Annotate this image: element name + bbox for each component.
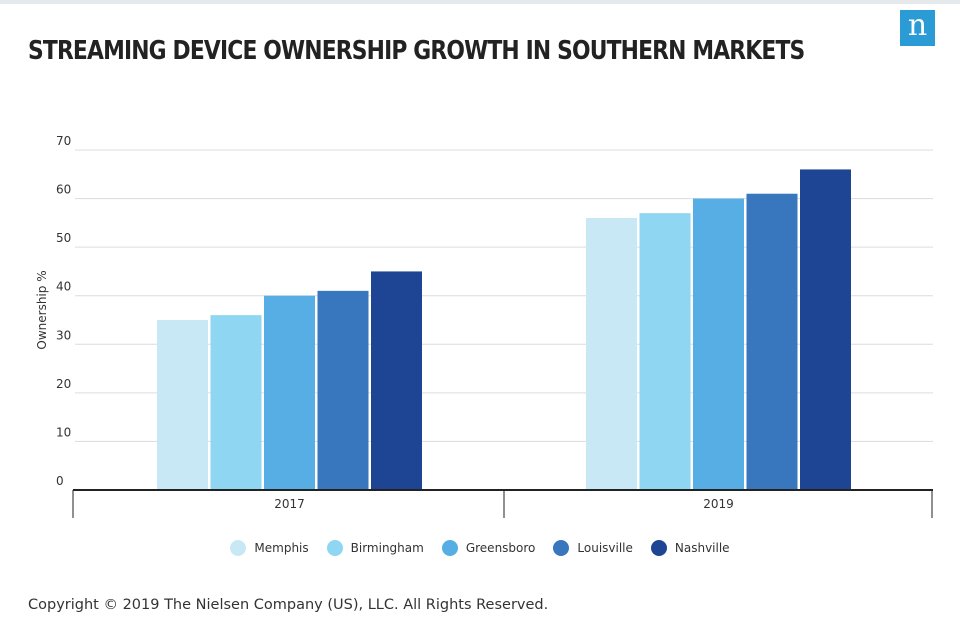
bar-chart: 0 10 20 30 40 50 60 70 2017 2019 Ownership %	[35, 134, 933, 518]
bar	[693, 198, 744, 491]
bar	[639, 213, 691, 490]
bar	[800, 169, 851, 490]
chart-title: STREAMING DEVICE OWNERSHIP GROWTH IN SOU…	[28, 36, 805, 66]
top-border	[0, 0, 960, 4]
bar	[586, 218, 637, 490]
legend-label: Nashville	[674, 541, 730, 555]
legend-label: Greensboro	[465, 541, 536, 555]
legend-label: Birmingham	[350, 541, 424, 555]
legend-swatch	[441, 540, 458, 556]
x-axis	[72, 489, 933, 518]
x-tick-labels: 2017 2019	[274, 497, 734, 511]
copyright-text: Copyright © 2019 The Nielsen Company (US…	[28, 597, 549, 613]
legend-label: Louisville	[577, 541, 633, 555]
bar	[157, 320, 208, 490]
y-tick-label: 0	[56, 474, 64, 488]
legend-item: Birmingham	[326, 540, 424, 556]
y-axis-label: Ownership %	[35, 270, 49, 349]
bar	[371, 271, 422, 490]
y-tick-label: 40	[56, 280, 71, 294]
nielsen-logo: n	[900, 10, 935, 46]
legend-label: Memphis	[254, 541, 309, 555]
bars	[157, 169, 851, 491]
legend-swatch	[553, 540, 570, 556]
legend-item: Nashville	[650, 540, 730, 556]
legend-item: Greensboro	[441, 540, 536, 556]
x-tick-label: 2019	[703, 497, 734, 511]
y-tick-label: 60	[56, 183, 71, 197]
bar	[746, 193, 798, 490]
legend-item: Louisville	[553, 540, 633, 556]
bar	[264, 295, 315, 490]
bar	[210, 315, 262, 490]
y-tick-label: 10	[56, 425, 71, 439]
legend-swatch	[650, 540, 667, 556]
y-tick-labels: 0 10 20 30 40 50 60 70	[56, 134, 71, 488]
y-tick-label: 30	[56, 328, 71, 342]
legend-swatch	[326, 540, 343, 556]
x-tick-label: 2017	[274, 497, 305, 511]
legend: Memphis Birmingham Greensboro Louisville Nas…	[0, 540, 960, 556]
y-tick-label: 20	[56, 377, 71, 391]
legend-item: Memphis	[230, 540, 309, 556]
y-tick-label: 50	[56, 231, 71, 245]
y-tick-label: 70	[56, 134, 71, 148]
legend-swatch	[230, 540, 247, 556]
bar	[317, 290, 369, 490]
